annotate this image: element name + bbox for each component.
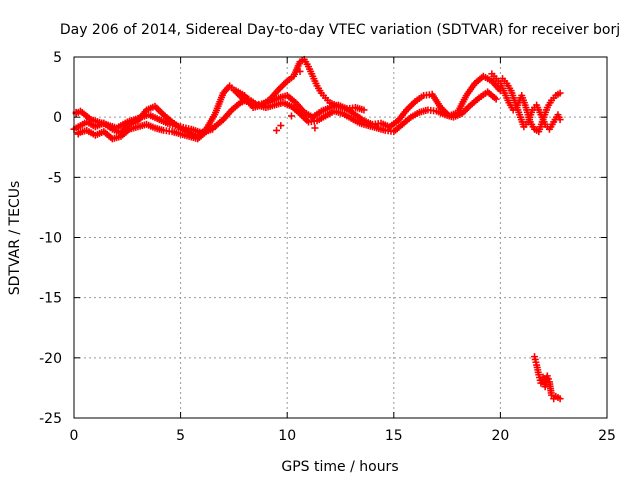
y-tick-label: -10 <box>39 231 62 247</box>
data-point-low-cluster <box>556 395 564 403</box>
grid <box>74 57 607 418</box>
y-tick-label: 5 <box>53 50 62 66</box>
x-tick-label: 0 <box>70 428 79 444</box>
x-tick-label: 25 <box>598 428 616 444</box>
x-tick-label: 15 <box>385 428 403 444</box>
data-point-outliers <box>311 124 319 132</box>
data-point-track-d <box>209 125 217 133</box>
x-tick-label: 10 <box>278 428 296 444</box>
y-tick-label: -25 <box>39 411 62 427</box>
y-axis-label: SDTVAR / TECUs <box>7 181 23 296</box>
data-points <box>70 55 564 403</box>
y-tick-label: 0 <box>53 110 62 126</box>
data-point-outliers <box>273 126 281 134</box>
data-point-outliers <box>296 67 304 75</box>
data-point-track-f <box>556 89 564 97</box>
x-axis-label: GPS time / hours <box>281 459 398 475</box>
chart-title: Day 206 of 2014, Sidereal Day-to-day VTE… <box>60 22 620 38</box>
data-point-outliers <box>187 131 195 139</box>
x-tick-label: 20 <box>491 428 509 444</box>
y-tick-label: -5 <box>48 170 62 186</box>
y-tick-label: -15 <box>39 291 62 307</box>
data-point-outliers <box>277 122 285 130</box>
data-point-outliers <box>74 130 82 138</box>
data-point-track-c <box>360 106 368 114</box>
data-point-low-cluster <box>548 391 556 399</box>
data-point-track-b <box>492 95 500 103</box>
x-tick-label: 5 <box>176 428 185 444</box>
axis-ticks: 0 5 10 15 20 25 5 0 -5 -10 -15 -20 -25 <box>39 50 616 444</box>
y-tick-label: -20 <box>39 351 62 367</box>
data-point-outliers <box>287 112 295 120</box>
data-point-track-e <box>556 116 564 124</box>
